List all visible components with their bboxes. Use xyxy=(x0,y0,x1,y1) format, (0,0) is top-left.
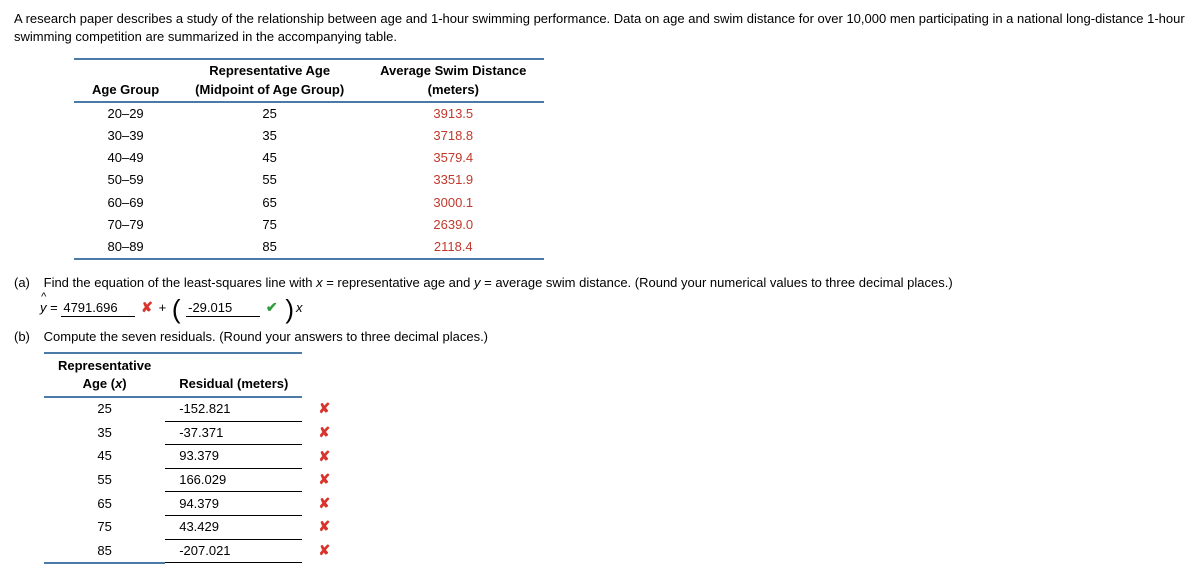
wrong-icon: ✘ xyxy=(316,447,332,467)
th-residual: Residual (meters) xyxy=(165,353,302,397)
wrong-icon: ✘ xyxy=(316,541,332,561)
cell-swim-dist: 3718.8 xyxy=(362,125,544,147)
part-b-prompt: Compute the seven residuals. (Round your… xyxy=(44,329,488,344)
slope-input[interactable] xyxy=(186,299,260,317)
cell-age-group: 50–59 xyxy=(74,169,177,191)
cell-age-group: 30–39 xyxy=(74,125,177,147)
cell-swim-dist: 3579.4 xyxy=(362,147,544,169)
wrong-icon: ✘ xyxy=(139,298,155,318)
cell-x: 75 xyxy=(44,515,165,539)
part-b: (b) Compute the seven residuals. (Round … xyxy=(14,328,1186,564)
cell-rep-age: 75 xyxy=(177,214,362,236)
equation-line: y = ✘ + ( ✔ )x xyxy=(40,298,1186,318)
cell-x: 35 xyxy=(44,421,165,445)
cell-age-group: 80–89 xyxy=(74,236,177,259)
th-rep-age: Representative Age(Midpoint of Age Group… xyxy=(177,59,362,101)
part-a-prompt: Find the equation of the least-squares l… xyxy=(44,275,953,290)
residual-input[interactable]: -207.021 xyxy=(165,539,302,563)
wrong-icon: ✘ xyxy=(316,470,332,490)
th-age-group: Age Group xyxy=(74,59,177,101)
cell-rep-age: 55 xyxy=(177,169,362,191)
x-var: x xyxy=(296,300,303,315)
cell-rep-age: 65 xyxy=(177,192,362,214)
cell-swim-dist: 3913.5 xyxy=(362,102,544,125)
residual-input[interactable]: 94.379 xyxy=(165,492,302,516)
cell-age-group: 40–49 xyxy=(74,147,177,169)
wrong-icon: ✘ xyxy=(316,517,332,537)
part-b-label: (b) xyxy=(14,328,40,346)
cell-swim-dist: 3351.9 xyxy=(362,169,544,191)
cell-x: 25 xyxy=(44,397,165,421)
cell-age-group: 20–29 xyxy=(74,102,177,125)
data-table: Age Group Representative Age(Midpoint of… xyxy=(74,58,544,260)
cell-rep-age: 85 xyxy=(177,236,362,259)
wrong-icon: ✘ xyxy=(316,494,332,514)
th-swim-dist: Average Swim Distance(meters) xyxy=(362,59,544,101)
cell-x: 65 xyxy=(44,492,165,516)
wrong-icon: ✘ xyxy=(316,399,332,419)
residual-input[interactable]: -152.821 xyxy=(165,397,302,421)
cell-swim-dist: 2639.0 xyxy=(362,214,544,236)
y-hat: y xyxy=(40,299,47,317)
residual-table: Representative Age (x) Residual (meters)… xyxy=(44,352,346,564)
correct-icon: ✔ xyxy=(264,298,280,318)
intro-text: A research paper describes a study of th… xyxy=(14,10,1186,46)
cell-swim-dist: 2118.4 xyxy=(362,236,544,259)
part-a: (a) Find the equation of the least-squar… xyxy=(14,274,1186,318)
th-rep-age-x: Representative Age (x) xyxy=(44,353,165,397)
cell-rep-age: 35 xyxy=(177,125,362,147)
cell-age-group: 70–79 xyxy=(74,214,177,236)
residual-input[interactable]: -37.371 xyxy=(165,421,302,445)
part-a-label: (a) xyxy=(14,274,40,292)
residual-input[interactable]: 43.429 xyxy=(165,515,302,539)
residual-input[interactable]: 93.379 xyxy=(165,445,302,469)
cell-rep-age: 25 xyxy=(177,102,362,125)
intercept-input[interactable] xyxy=(61,299,135,317)
wrong-icon: ✘ xyxy=(316,423,332,443)
cell-age-group: 60–69 xyxy=(74,192,177,214)
cell-x: 45 xyxy=(44,445,165,469)
residual-input[interactable]: 166.029 xyxy=(165,468,302,492)
cell-rep-age: 45 xyxy=(177,147,362,169)
cell-x: 55 xyxy=(44,468,165,492)
cell-swim-dist: 3000.1 xyxy=(362,192,544,214)
cell-x: 85 xyxy=(44,539,165,563)
